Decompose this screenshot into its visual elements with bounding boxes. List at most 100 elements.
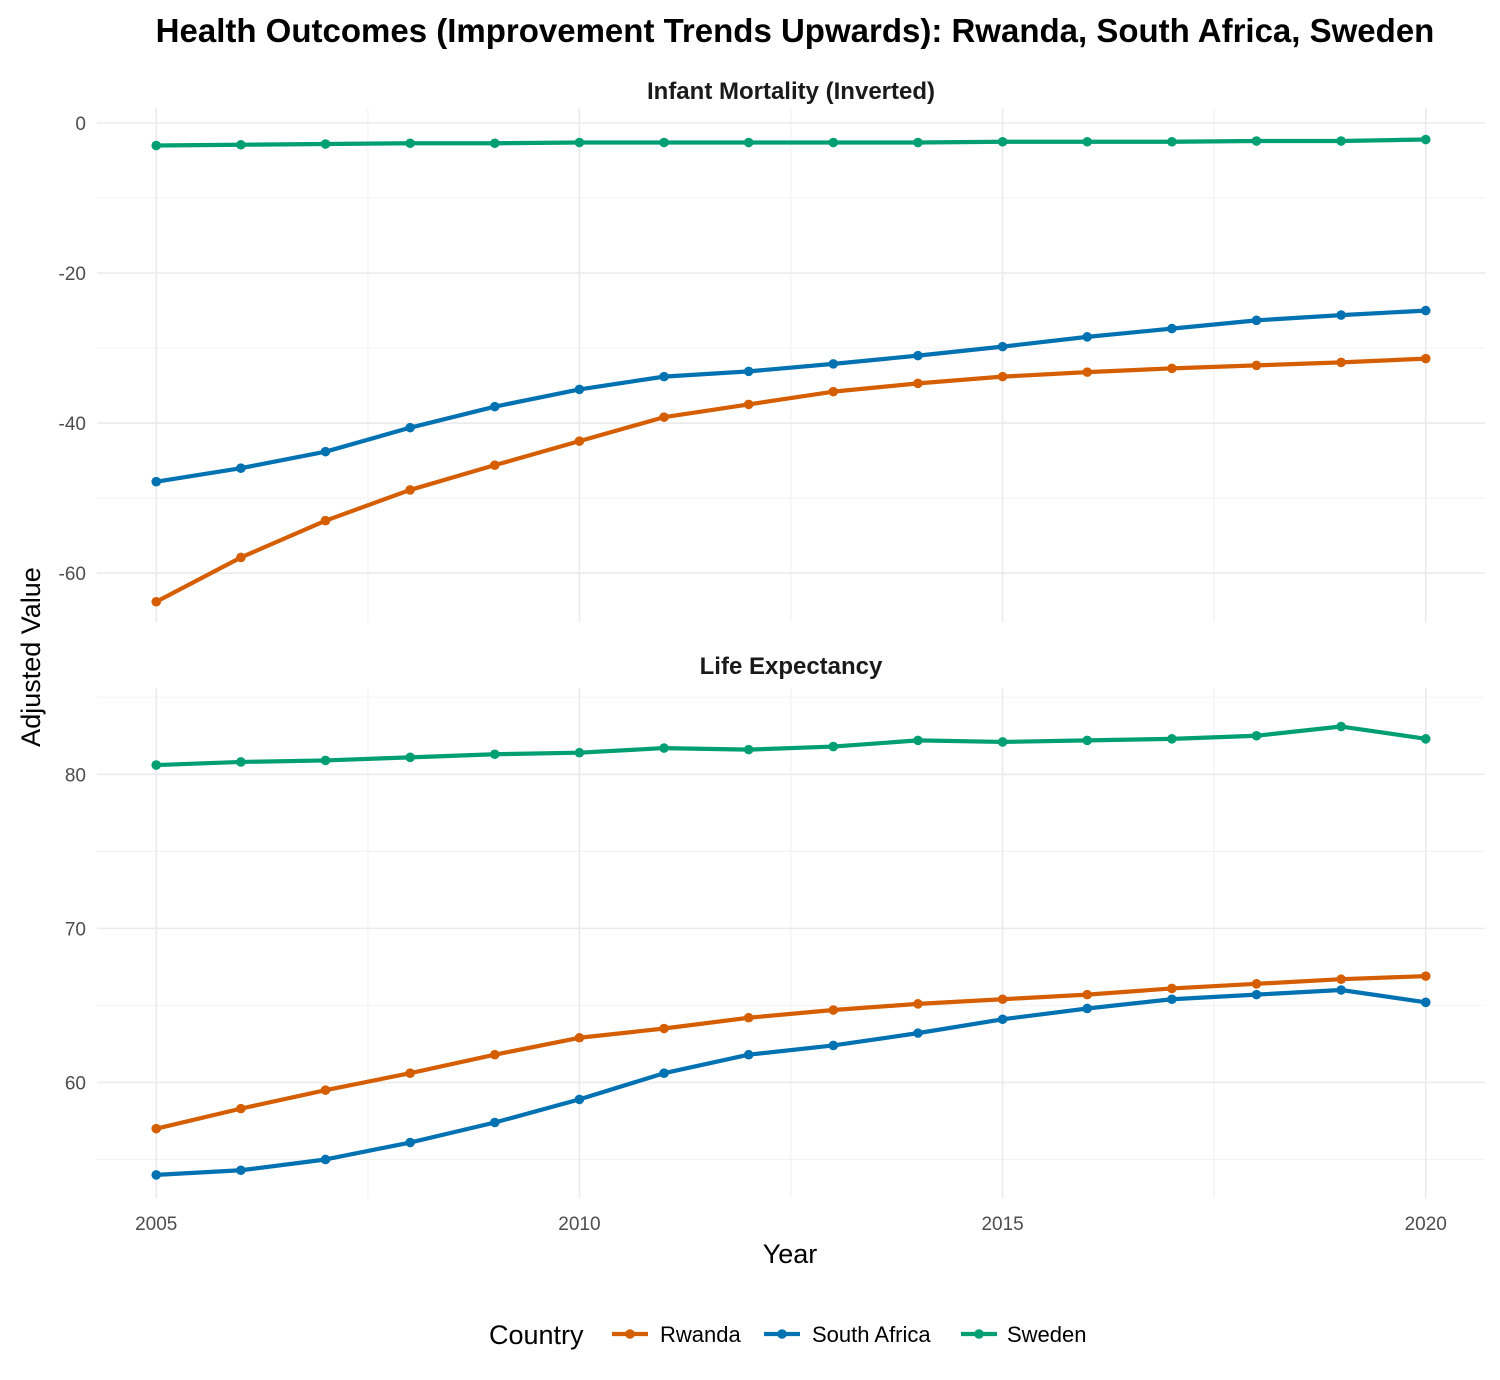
y-ticks-infant-mortality: 0 -20 -40 -60 [59, 114, 86, 585]
series-line-sweden [154, 724, 1428, 768]
point-sweden-2018 [1251, 136, 1262, 146]
legend: Country Rwanda South Africa Sweden [489, 1320, 1087, 1350]
x-tick-label: 2010 [558, 1214, 600, 1235]
point-south-africa-2010 [574, 1094, 585, 1105]
point-rwanda-2011 [659, 412, 669, 422]
point-rwanda-2018 [1251, 979, 1262, 989]
legend-item-south-africa: South Africa [764, 1322, 931, 1347]
point-sweden-2006 [236, 139, 246, 150]
point-sweden-2019 [1336, 721, 1346, 732]
series-line-sweden [154, 137, 1428, 148]
legend-key-point-sweden [974, 1329, 984, 1339]
legend-key-point-south-africa [777, 1329, 787, 1339]
point-south-africa-2010 [574, 384, 585, 395]
point-rwanda-2017 [1167, 363, 1177, 374]
point-rwanda-2010 [574, 1032, 585, 1043]
point-rwanda-2019 [1336, 974, 1346, 985]
legend-label-south-africa: South Africa [812, 1322, 931, 1347]
point-rwanda-2005 [151, 1123, 162, 1134]
point-rwanda-2009 [489, 1049, 500, 1060]
point-sweden-2019 [1336, 136, 1346, 146]
point-south-africa-2009 [489, 401, 500, 412]
point-sweden-2015 [997, 737, 1008, 747]
series-life-expectancy [151, 721, 1431, 1180]
point-south-africa-2007 [320, 446, 331, 457]
y-tick-label: 60 [65, 1073, 86, 1094]
point-rwanda-2007 [320, 515, 331, 526]
point-south-africa-2008 [405, 1137, 415, 1148]
point-rwanda-2007 [320, 1085, 331, 1095]
point-rwanda-2008 [405, 485, 415, 495]
point-south-africa-2009 [489, 1117, 500, 1128]
point-sweden-2007 [320, 139, 331, 149]
x-axis-label: Year [763, 1239, 818, 1269]
y-ticks-life-expectancy: 80 70 60 [65, 765, 86, 1094]
point-sweden-2018 [1251, 730, 1262, 741]
point-sweden-2008 [405, 752, 415, 763]
point-rwanda-2016 [1082, 367, 1093, 377]
legend-label-rwanda: Rwanda [660, 1322, 741, 1347]
y-tick-label: -20 [59, 264, 86, 285]
legend-item-rwanda: Rwanda [612, 1322, 741, 1347]
y-tick-label: -60 [59, 564, 86, 585]
y-tick-label: 0 [75, 114, 86, 135]
point-rwanda-2014 [913, 378, 923, 389]
point-south-africa-2012 [743, 366, 754, 377]
facet-title-life-expectancy: Life Expectancy [700, 653, 883, 680]
point-rwanda-2009 [489, 460, 500, 470]
point-south-africa-2011 [659, 1068, 669, 1078]
point-rwanda-2018 [1251, 360, 1262, 371]
legend-title: Country [489, 1320, 584, 1350]
y-tick-label: -40 [59, 414, 86, 435]
point-sweden-2015 [997, 136, 1008, 147]
point-sweden-2005 [151, 140, 162, 151]
point-south-africa-2017 [1167, 994, 1177, 1005]
point-south-africa-2012 [743, 1049, 754, 1060]
legend-item-sweden: Sweden [961, 1322, 1087, 1347]
point-south-africa-2005 [151, 476, 162, 487]
point-south-africa-2020 [1420, 305, 1431, 316]
point-sweden-2017 [1167, 734, 1177, 744]
y-axis-label: Adjusted Value [16, 567, 46, 747]
point-rwanda-2005 [151, 596, 162, 607]
point-rwanda-2015 [997, 371, 1008, 382]
chart-title: Health Outcomes (Improvement Trends Upwa… [156, 12, 1435, 49]
point-sweden-2010 [574, 137, 585, 148]
point-rwanda-2013 [828, 386, 839, 397]
point-south-africa-2017 [1167, 323, 1177, 334]
point-sweden-2006 [236, 757, 246, 767]
point-south-africa-2011 [659, 371, 669, 382]
point-rwanda-2012 [743, 1012, 754, 1023]
series-line-south-africa [154, 987, 1428, 1177]
point-rwanda-2014 [913, 999, 923, 1009]
point-sweden-2016 [1082, 735, 1093, 746]
point-sweden-2012 [743, 744, 754, 755]
series-line-rwanda [154, 356, 1428, 604]
point-south-africa-2007 [320, 1154, 331, 1165]
point-rwanda-2020 [1420, 971, 1431, 981]
point-sweden-2016 [1082, 136, 1093, 147]
point-south-africa-2019 [1336, 985, 1346, 995]
point-sweden-2014 [913, 137, 923, 148]
panel-infant-mortality: Infant Mortality (Inverted) 0 -20 -40 -60 [59, 78, 1485, 622]
grid-infant-mortality [97, 108, 1485, 622]
point-rwanda-2016 [1082, 989, 1093, 1000]
point-south-africa-2005 [151, 1170, 162, 1180]
point-south-africa-2015 [997, 1014, 1008, 1025]
point-sweden-2009 [489, 749, 500, 760]
point-sweden-2007 [320, 755, 331, 766]
point-sweden-2011 [659, 137, 669, 148]
point-south-africa-2014 [913, 1028, 923, 1038]
point-south-africa-2018 [1251, 315, 1262, 326]
point-south-africa-2014 [913, 350, 923, 361]
point-sweden-2014 [913, 735, 923, 746]
x-tick-label: 2005 [135, 1214, 177, 1235]
point-south-africa-2006 [236, 463, 246, 473]
x-axis-ticks: 2005 2010 2015 2020 [135, 1214, 1447, 1235]
legend-label-sweden: Sweden [1007, 1322, 1087, 1347]
point-rwanda-2017 [1167, 983, 1177, 994]
point-sweden-2011 [659, 743, 669, 753]
point-south-africa-2016 [1082, 1003, 1093, 1014]
point-sweden-2020 [1420, 134, 1431, 145]
